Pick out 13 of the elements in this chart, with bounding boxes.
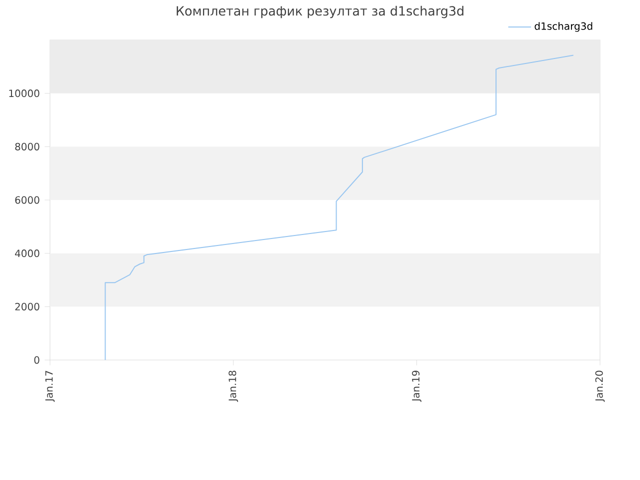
- y-tick-label: 4000: [14, 250, 40, 258]
- y-tick-label: 10000: [9, 90, 40, 98]
- y-tick-label: 6000: [15, 196, 40, 204]
- line-series: [104, 54, 574, 360]
- y-tick-label: 0: [34, 356, 40, 364]
- chart-title: Комплетан график резултат за d1scharg3d: [176, 6, 464, 18]
- x-tick-label: Jan.19: [412, 370, 422, 402]
- y-tick-label: 8000: [15, 142, 40, 150]
- x-tick-label: Jan.18: [228, 370, 238, 402]
- x-tick-label: Jan.20: [595, 370, 605, 402]
- legend-label: d1scharg3d: [534, 22, 592, 32]
- y-tick-label: 2000: [15, 302, 40, 310]
- x-tick-label: Jan.17: [45, 370, 55, 402]
